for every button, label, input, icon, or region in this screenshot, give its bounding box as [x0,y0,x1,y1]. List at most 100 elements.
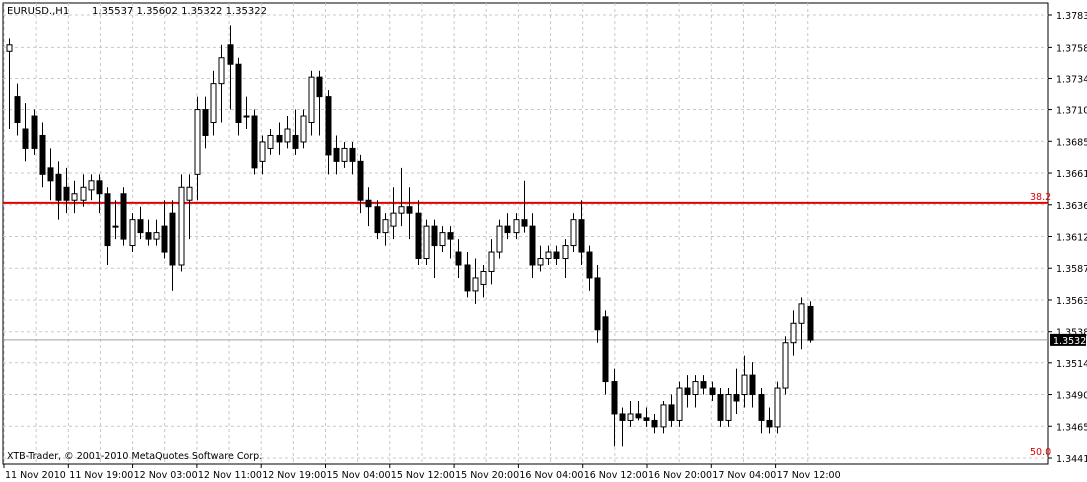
candle [357,154,364,214]
candle-body-bull [439,232,446,247]
candle-body-bear [749,374,756,396]
candle [513,213,520,240]
candle-body-bull [88,180,95,191]
candle-body-bear [651,419,658,428]
time-tick-label: 11 Nov 19:00 [69,470,133,481]
candle [741,355,748,408]
candle [562,239,569,278]
candle-body-bear [333,147,340,162]
candle-body-bull [71,193,78,201]
price-tick-label: 1.34900 [1056,391,1087,402]
candle [251,109,258,175]
candle-body-bear [161,225,168,253]
candle [55,161,62,220]
candle [292,109,299,155]
candle-body-bull [259,141,266,162]
candle-body-bear [251,115,258,169]
candle [447,226,454,259]
candle-body-bear [594,277,601,331]
price-tick-label: 1.34655 [1056,422,1087,433]
time-tick-label: 12 Nov 19:00 [262,470,326,481]
current-price-label: 1.35322 [1053,336,1087,347]
candle [153,219,160,246]
candle-body-bear [635,413,642,419]
candlestick-series [6,25,814,447]
price-tick-label: 1.34410 [1056,454,1087,465]
candle [758,388,765,434]
candle [660,401,667,434]
candle [6,38,13,129]
candle [676,381,683,427]
candle-body-bear [104,193,111,247]
candle [235,57,242,136]
candle [267,128,274,155]
candle [709,381,716,402]
candle-body-bear [415,212,422,260]
candle [259,135,266,175]
candle-body-bull [267,134,274,149]
candle-body-bull [153,232,160,240]
candle [790,310,797,356]
price-tick-label: 1.36365 [1056,201,1087,212]
candle [578,200,585,265]
candle-body-bear [63,186,70,201]
candle-body-bear [709,387,716,396]
candle-body-bear [758,394,765,421]
candle [120,187,127,246]
candle [586,245,593,291]
candle-body-bull [178,186,185,266]
candle [423,219,430,265]
candle-body-bear [602,316,609,383]
candle [390,187,397,240]
price-tick-label: 1.37580 [1056,43,1087,54]
candle [398,167,405,227]
candle [169,200,176,291]
copyright-text: XTB-Trader, © 2001-2010 MetaQuotes Softw… [7,451,262,462]
candle-body-bull [218,57,225,85]
candle-body-bull [790,322,797,344]
candle-body-bear [586,251,593,279]
candle-body-bull [676,387,683,421]
price-tick-label: 1.37830 [1056,11,1087,22]
candle [488,239,495,285]
candle-body-bear [521,219,528,227]
candle [80,174,87,207]
candle-body-bear [202,109,209,136]
time-tick-label: 16 Nov 12:00 [584,470,648,481]
candle [14,83,21,136]
candle-body-bear [235,63,242,124]
candle-body-bear [227,44,234,65]
candle-body-bull [398,206,405,214]
candle-body-bear [47,167,54,182]
price-tick-label: 1.37100 [1056,106,1087,117]
candle-body-bull [308,76,315,124]
candle [137,206,144,240]
price-tick-label: 1.35145 [1056,359,1087,370]
candle-body-bull [194,109,201,175]
candle-body-bear [357,160,364,201]
candle [774,381,781,434]
candle-body-bull [725,394,732,421]
candle [635,401,642,421]
candle-body-bull [243,115,250,118]
candle [47,148,54,201]
candle-body-bull [782,342,789,389]
current-price-tag: 1.35322 [1050,333,1087,347]
candle [161,200,168,259]
price-tick-label: 1.35875 [1056,264,1087,275]
candle [22,103,29,162]
candle [341,141,348,168]
time-tick-label: 12 Nov 03:00 [134,470,198,481]
candle [300,109,307,149]
candle-body-bear [553,251,560,260]
candle-body-bear [137,219,144,234]
candle-body-bear [619,413,626,421]
fib-level-label: 38.2 [1030,192,1051,203]
candle-body-bear [431,225,438,247]
time-tick-label: 15 Nov 04:00 [327,470,391,481]
candle [627,401,634,427]
candle [700,375,707,395]
candle [651,413,658,434]
candle-body-bear [504,225,511,234]
